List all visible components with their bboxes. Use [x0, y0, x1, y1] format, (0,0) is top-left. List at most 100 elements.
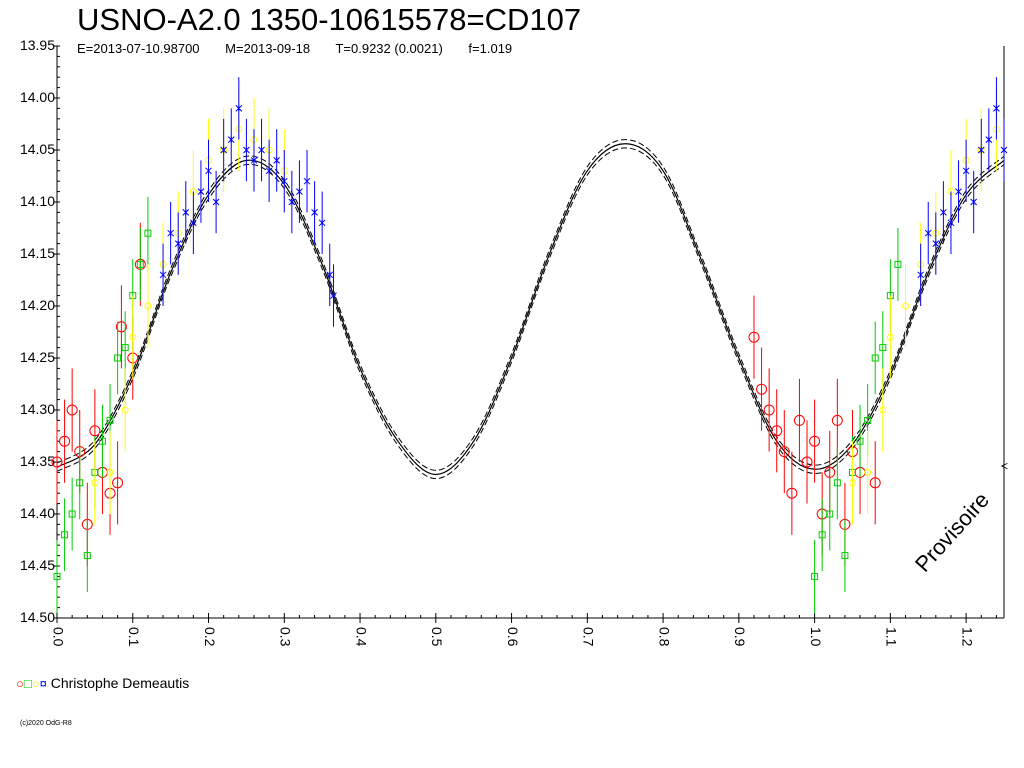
- red-point: [778, 446, 790, 458]
- x-tick-label: 1.0: [808, 627, 824, 647]
- green-point: [114, 354, 122, 362]
- blue-point: [993, 105, 1000, 112]
- x-tick-label: 0.2: [202, 627, 218, 647]
- yellow-point: [879, 406, 887, 414]
- blue-point: [985, 136, 993, 143]
- blue-point: [1000, 146, 1008, 154]
- x-tick-label: 0.8: [656, 627, 672, 647]
- y-tick-label: 14.35: [20, 453, 55, 469]
- yellow-point: [144, 302, 152, 310]
- blue-point: [190, 219, 197, 227]
- legend-green-square-icon: □: [23, 676, 32, 691]
- green-point: [856, 437, 864, 445]
- blue-point: [940, 209, 947, 216]
- x-tick-label: 0.1: [126, 627, 142, 647]
- red-point: [89, 425, 101, 437]
- red-point: [831, 414, 843, 426]
- yellow-point: [848, 479, 856, 487]
- green-point: [121, 344, 129, 352]
- x-tick-label: 1.2: [959, 627, 975, 647]
- red-point: [748, 331, 760, 343]
- y-tick-label: 13.95: [20, 37, 55, 53]
- green-point: [106, 416, 114, 424]
- f-label: f=1.019: [468, 41, 513, 56]
- legend-red-circle-icon: ○: [16, 676, 24, 691]
- y-tick-label: 14.25: [20, 349, 55, 365]
- green-point: [864, 416, 872, 424]
- green-point: [76, 479, 84, 487]
- x-tick-label: 0.6: [505, 627, 521, 647]
- period-label: T=0.9232 (0.0021): [335, 41, 443, 56]
- chart-subtitle: E=2013-07-10.98700 M=2013-09-18 T=0.9232…: [77, 41, 534, 56]
- blue-point: [235, 105, 243, 112]
- x-tick-label: 0.0: [50, 627, 66, 647]
- green-point: [833, 479, 841, 487]
- green-point: [98, 437, 106, 445]
- green-point: [818, 531, 826, 539]
- blue-point: [243, 146, 250, 154]
- blue-point: [205, 167, 212, 175]
- red-point: [809, 435, 821, 447]
- red-point: [51, 456, 63, 468]
- x-tick-label: 1.1: [884, 627, 900, 647]
- green-point: [841, 552, 849, 560]
- blue-point: [296, 188, 303, 195]
- y-tick-label: 14.30: [20, 401, 55, 417]
- red-point: [59, 435, 71, 447]
- x-tick-label: 0.7: [581, 627, 597, 647]
- yellow-point: [886, 333, 894, 341]
- red-point: [801, 456, 813, 468]
- copyright: (c)2020 OdG-R8: [20, 720, 72, 727]
- blue-point: [280, 177, 288, 185]
- green-point: [811, 572, 819, 580]
- blue-point: [197, 188, 205, 195]
- red-point: [771, 425, 783, 437]
- yellow-point: [91, 479, 99, 487]
- blue-point: [330, 292, 337, 299]
- blue-point: [220, 146, 228, 154]
- x-tick-label: 0.4: [353, 627, 369, 647]
- blue-point: [917, 271, 925, 279]
- blue-point: [182, 209, 190, 216]
- red-point: [793, 414, 805, 426]
- blue-point: [227, 136, 235, 143]
- chart-title: USNO-A2.0 1350-10615578=CD107: [77, 2, 582, 37]
- x-tick-label: 0.3: [278, 627, 294, 647]
- green-point: [68, 510, 76, 518]
- red-point: [869, 477, 881, 489]
- blue-point: [962, 167, 970, 175]
- blue-point: [977, 146, 985, 154]
- y-tick-label: 14.40: [20, 505, 55, 521]
- y-tick-label: 14.05: [20, 141, 55, 157]
- legend-symbols: ○□○¤: [16, 676, 47, 691]
- green-point: [144, 229, 152, 237]
- model-curve-main: [56, 143, 1005, 476]
- green-point: [894, 260, 902, 268]
- green-point: [871, 354, 879, 362]
- blue-point: [924, 229, 932, 237]
- yellow-point: [129, 333, 137, 341]
- red-point: [66, 404, 78, 416]
- blue-point: [250, 157, 258, 164]
- y-tick-label: 14.15: [20, 245, 55, 261]
- blue-point: [947, 219, 955, 227]
- chart-axes: 13.95 14.00 14.05 14.10 14.15 14.20 14.25 14.30…: [20, 37, 1005, 647]
- red-point: [824, 466, 836, 478]
- y-tick-label: 14.50: [20, 609, 55, 625]
- green-point: [53, 572, 61, 580]
- blue-point: [174, 240, 182, 247]
- yellow-point: [121, 406, 129, 414]
- blue-point: [273, 157, 281, 164]
- green-point: [61, 531, 69, 539]
- blue-point: [159, 271, 167, 279]
- y-tick-label: 14.20: [20, 297, 55, 313]
- yellow-point: [106, 468, 114, 476]
- blue-point: [970, 198, 978, 206]
- model-curve: [56, 139, 1005, 480]
- blue-point: [288, 198, 296, 206]
- legend-yellow-circle-icon: ○: [31, 676, 40, 691]
- red-point: [112, 477, 124, 489]
- red-point: [786, 487, 798, 499]
- red-point: [115, 321, 127, 333]
